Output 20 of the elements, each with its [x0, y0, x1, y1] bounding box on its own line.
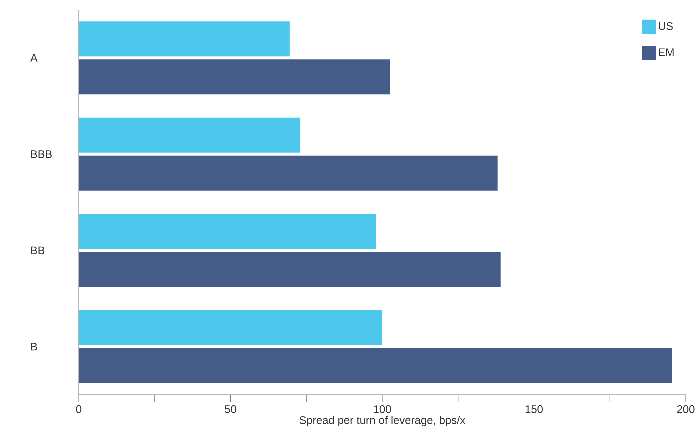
legend-label: US — [659, 22, 674, 30]
x-tick-label: 100 — [374, 406, 392, 414]
bar — [79, 22, 290, 57]
y-tick-label: A — [30, 54, 38, 62]
x-axis-title: Spread per turn of leverage, bps/x — [300, 416, 466, 426]
x-tick-label: 150 — [526, 406, 543, 414]
bar — [79, 60, 390, 95]
y-tick-label: B — [31, 343, 38, 351]
y-tick-label: BB — [31, 246, 45, 254]
legend-label: EM — [659, 48, 674, 56]
bar — [79, 310, 383, 346]
x-tick-label: 50 — [225, 406, 236, 414]
bar — [79, 214, 376, 250]
bar — [79, 118, 301, 153]
bar — [79, 348, 672, 384]
bar — [79, 252, 501, 288]
bar — [79, 156, 498, 191]
y-tick-label: BBB — [31, 150, 52, 158]
x-tick-label: 200 — [677, 406, 695, 414]
x-tick-label: 0 — [76, 406, 82, 414]
